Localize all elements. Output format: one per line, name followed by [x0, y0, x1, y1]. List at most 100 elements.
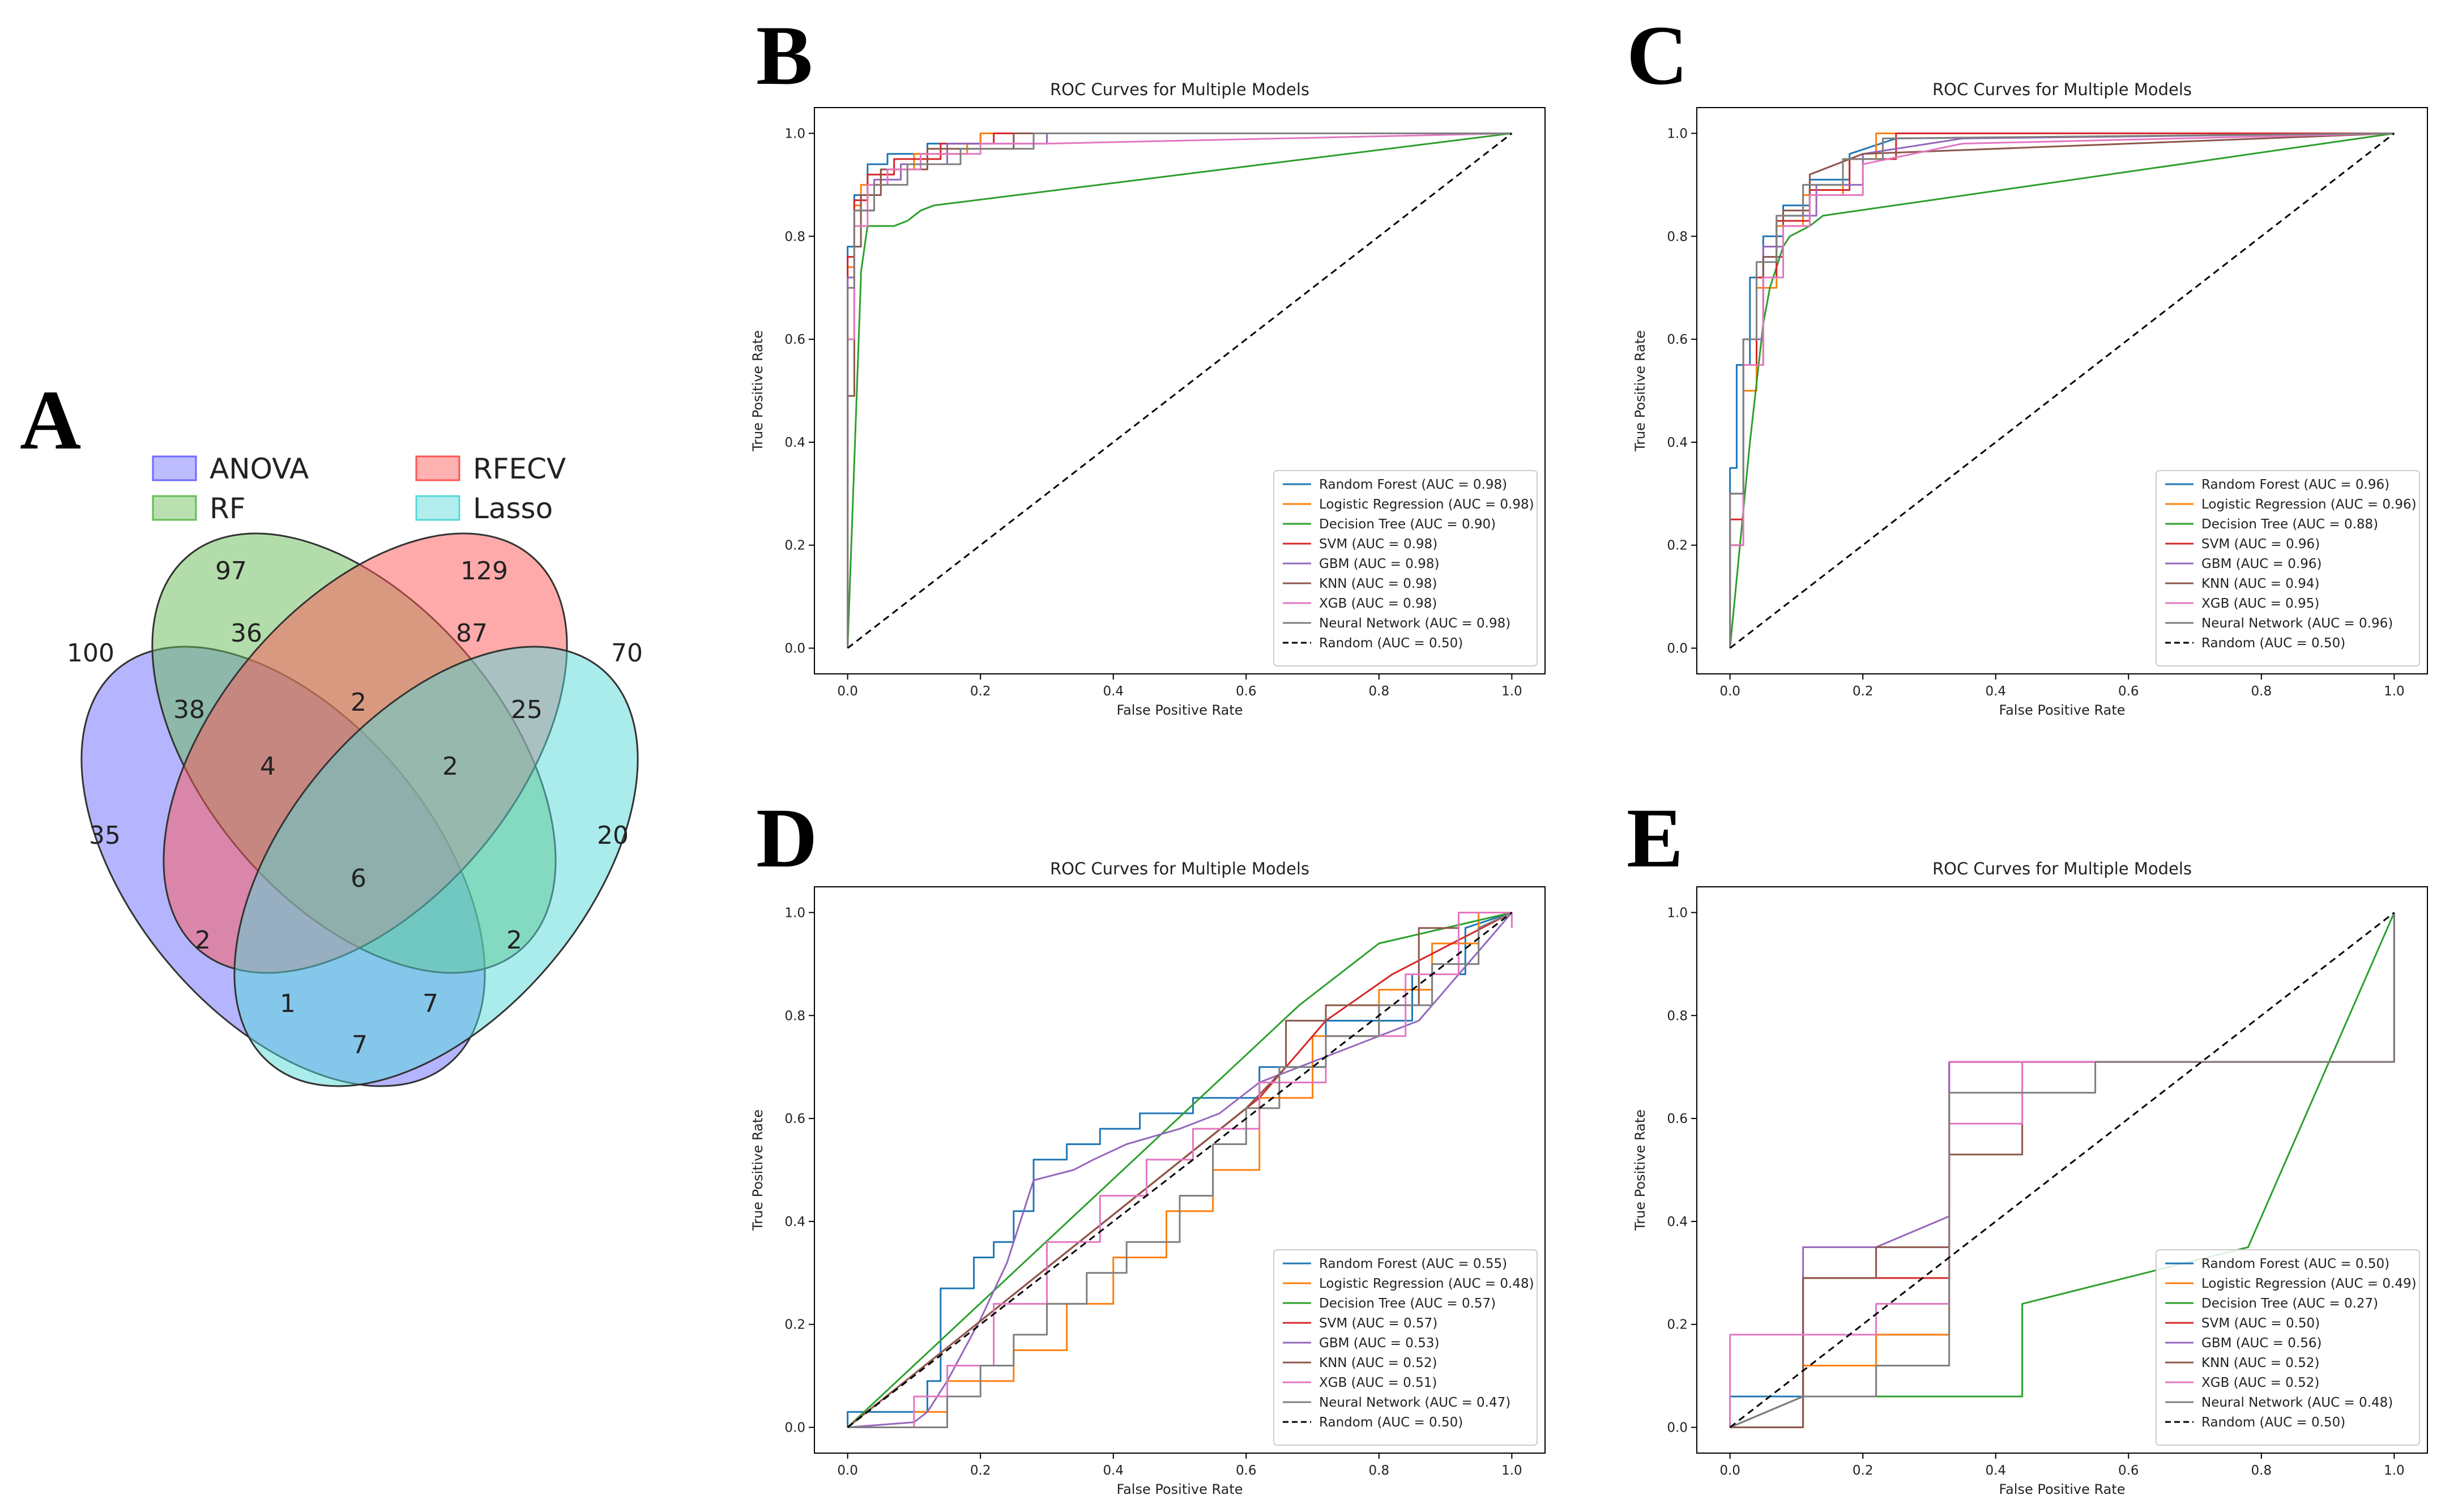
- roc-c-line-xgb: [1729, 133, 2395, 648]
- roc-c-legend-label-decision-tree: Decision Tree (AUC = 0.88): [2201, 517, 2378, 532]
- roc-b-xtick-label: 1.0: [1501, 684, 1522, 699]
- roc-d-ytick-label: 0.0: [784, 1421, 805, 1436]
- roc-c-xtick-label: 0.4: [1985, 684, 2006, 699]
- roc-e-legend-label-gbm: GBM (AUC = 0.56): [2201, 1336, 2321, 1351]
- roc-b-xtick-label: 0.4: [1103, 684, 1124, 699]
- venn-region-anova-rfecv-lasso: 1: [280, 989, 296, 1018]
- roc-panel-d: ROC Curves for Multiple Models 0.0 0.2 0.4 0…: [750, 859, 1546, 1497]
- roc-b-xtick-label: 0.0: [837, 684, 858, 699]
- roc-b-legend-label-random-forest: Random Forest (AUC = 0.98): [1319, 477, 1507, 492]
- roc-c-line-random: [1729, 133, 2395, 649]
- roc-b-legend-label-xgb: XGB (AUC = 0.98): [1319, 596, 1437, 611]
- roc-b-legend-label-gbm: GBM (AUC = 0.98): [1319, 557, 1439, 571]
- roc-e-legend-label-decision-tree: Decision Tree (AUC = 0.27): [2201, 1296, 2378, 1311]
- roc-e-legend-label-xgb: XGB (AUC = 0.52): [2201, 1376, 2319, 1390]
- roc-d-xtick-label: 0.4: [1103, 1463, 1124, 1478]
- roc-d-line-logistic-regression: [847, 912, 1512, 1428]
- roc-d-xtick-label: 0.2: [970, 1463, 991, 1478]
- roc-d-legend-label-decision-tree: Decision Tree (AUC = 0.57): [1319, 1296, 1496, 1311]
- roc-e-legend-label-neural-network: Neural Network (AUC = 0.48): [2201, 1395, 2393, 1410]
- venn-total-rf: 97: [215, 557, 247, 586]
- venn-panel: A ANOVA RF RFECV Lasso 100 97 129 70 35 …: [20, 373, 643, 1087]
- roc-panel-b: ROC Curves for Multiple Models 0.0 0.2 0.4 0…: [750, 80, 1546, 718]
- roc-c-ytick-label: 1.0: [1667, 126, 1688, 141]
- roc-b-ytick-label: 1.0: [784, 126, 805, 141]
- roc-b-legend-box: [1273, 470, 1538, 667]
- roc-c-ytick-label: 0.2: [1667, 539, 1688, 553]
- roc-e-legend: Random Forest (AUC = 0.50) Logistic Regre…: [2156, 1249, 2420, 1446]
- roc-e-legend-label-knn: KNN (AUC = 0.52): [2201, 1356, 2319, 1370]
- roc-b-line-neural-network: [847, 133, 1512, 648]
- panel-letter-c: C: [1627, 8, 1688, 102]
- roc-e-ylabel: True Positive Rate: [1632, 1109, 1648, 1231]
- venn-region-rf-lasso: 2: [506, 926, 522, 955]
- roc-e-xtick-label: 0.0: [1719, 1463, 1740, 1478]
- roc-e-legend-box: [2156, 1249, 2420, 1446]
- roc-d-ytick-label: 0.2: [784, 1318, 805, 1332]
- roc-b-legend: Random Forest (AUC = 0.98) Logistic Regre…: [1273, 470, 1538, 667]
- venn-region-anova-rfecv: 2: [195, 926, 211, 955]
- roc-d-legend-box: [1273, 1249, 1538, 1446]
- panel-letter-b: B: [756, 8, 813, 102]
- roc-d-legend-label-neural-network: Neural Network (AUC = 0.47): [1319, 1395, 1510, 1410]
- roc-d-line-random: [847, 912, 1513, 1428]
- venn-ellipses: [80, 532, 639, 1087]
- roc-b-line-random: [847, 133, 1513, 649]
- roc-d-ytick-label: 0.4: [784, 1215, 805, 1229]
- roc-e-ytick-label: 0.2: [1667, 1318, 1688, 1332]
- roc-d-line-gbm: [847, 912, 1513, 1428]
- venn-total-anova: 100: [67, 639, 114, 668]
- roc-d-xlabel: False Positive Rate: [1116, 1481, 1243, 1497]
- roc-d-legend-label-random: Random (AUC = 0.50): [1319, 1415, 1463, 1430]
- venn-region-rfecv-only: 87: [456, 619, 488, 648]
- venn-region-rf-rfecv-lasso: 2: [442, 752, 458, 781]
- roc-c-legend-box: [2156, 470, 2420, 667]
- roc-e-ytick-label: 0.6: [1667, 1112, 1688, 1126]
- roc-d-legend-label-logistic-regression: Logistic Regression (AUC = 0.48): [1319, 1276, 1534, 1291]
- roc-c-xtick-label: 0.8: [2251, 684, 2272, 699]
- roc-c-xtick-label: 0.2: [1853, 684, 1874, 699]
- roc-c-legend-label-knn: KNN (AUC = 0.94): [2201, 576, 2319, 591]
- roc-b-xtick-label: 0.8: [1369, 684, 1390, 699]
- roc-b-series-group: [847, 133, 1513, 649]
- roc-b-ytick-label: 0.8: [784, 229, 805, 244]
- roc-panel-e: ROC Curves for Multiple Models 0.0 0.2 0.4 0…: [1632, 859, 2428, 1497]
- roc-e-ytick-label: 0.8: [1667, 1009, 1688, 1023]
- roc-e-ytick-label: 1.0: [1667, 906, 1688, 920]
- venn-region-anova-rf: 38: [173, 695, 205, 724]
- roc-c-legend-label-random-forest: Random Forest (AUC = 0.96): [2201, 477, 2389, 492]
- venn-region-anova-rf-lasso: 7: [423, 989, 438, 1018]
- legend-swatch-rfecv: [415, 455, 460, 481]
- roc-b-legend-label-decision-tree: Decision Tree (AUC = 0.90): [1319, 517, 1496, 532]
- roc-e-ytick-label: 0.0: [1667, 1421, 1688, 1436]
- roc-e-xtick-label: 0.4: [1985, 1463, 2006, 1478]
- panel-letter-d: D: [756, 791, 817, 885]
- venn-region-rf-rfecv: 2: [351, 688, 366, 717]
- roc-c-legend: Random Forest (AUC = 0.96) Logistic Regre…: [2156, 470, 2420, 667]
- venn-region-all-four: 6: [351, 864, 366, 893]
- roc-c-title: ROC Curves for Multiple Models: [1932, 80, 2192, 99]
- roc-d-series-group: [847, 912, 1513, 1428]
- roc-b-xtick-label: 0.6: [1236, 684, 1257, 699]
- legend-swatch-lasso: [415, 495, 460, 521]
- roc-c-ytick-label: 0.4: [1667, 435, 1688, 450]
- venn-legend: ANOVA RF RFECV Lasso: [152, 452, 566, 525]
- roc-b-legend-label-logistic-regression: Logistic Regression (AUC = 0.98): [1319, 497, 1534, 512]
- roc-d-xtick-label: 0.8: [1369, 1463, 1390, 1478]
- roc-d-title: ROC Curves for Multiple Models: [1050, 859, 1309, 878]
- roc-e-legend-label-random: Random (AUC = 0.50): [2201, 1415, 2345, 1430]
- roc-b-ylabel: True Positive Rate: [750, 330, 766, 452]
- roc-c-ylabel: True Positive Rate: [1632, 330, 1648, 452]
- panel-letter-a: A: [20, 373, 81, 467]
- legend-label-anova: ANOVA: [210, 452, 309, 485]
- roc-d-ylabel: True Positive Rate: [750, 1109, 766, 1231]
- roc-c-xtick-label: 1.0: [2384, 684, 2405, 699]
- venn-region-rfecv-lasso: 25: [511, 695, 543, 724]
- roc-c-legend-label-svm: SVM (AUC = 0.96): [2201, 537, 2320, 552]
- roc-b-ytick-label: 0.0: [784, 642, 805, 656]
- roc-c-legend-label-logistic-regression: Logistic Regression (AUC = 0.96): [2201, 497, 2417, 512]
- roc-e-title: ROC Curves for Multiple Models: [1932, 859, 2192, 878]
- roc-d-xtick-label: 0.6: [1236, 1463, 1257, 1478]
- roc-e-xtick-label: 0.8: [2251, 1463, 2272, 1478]
